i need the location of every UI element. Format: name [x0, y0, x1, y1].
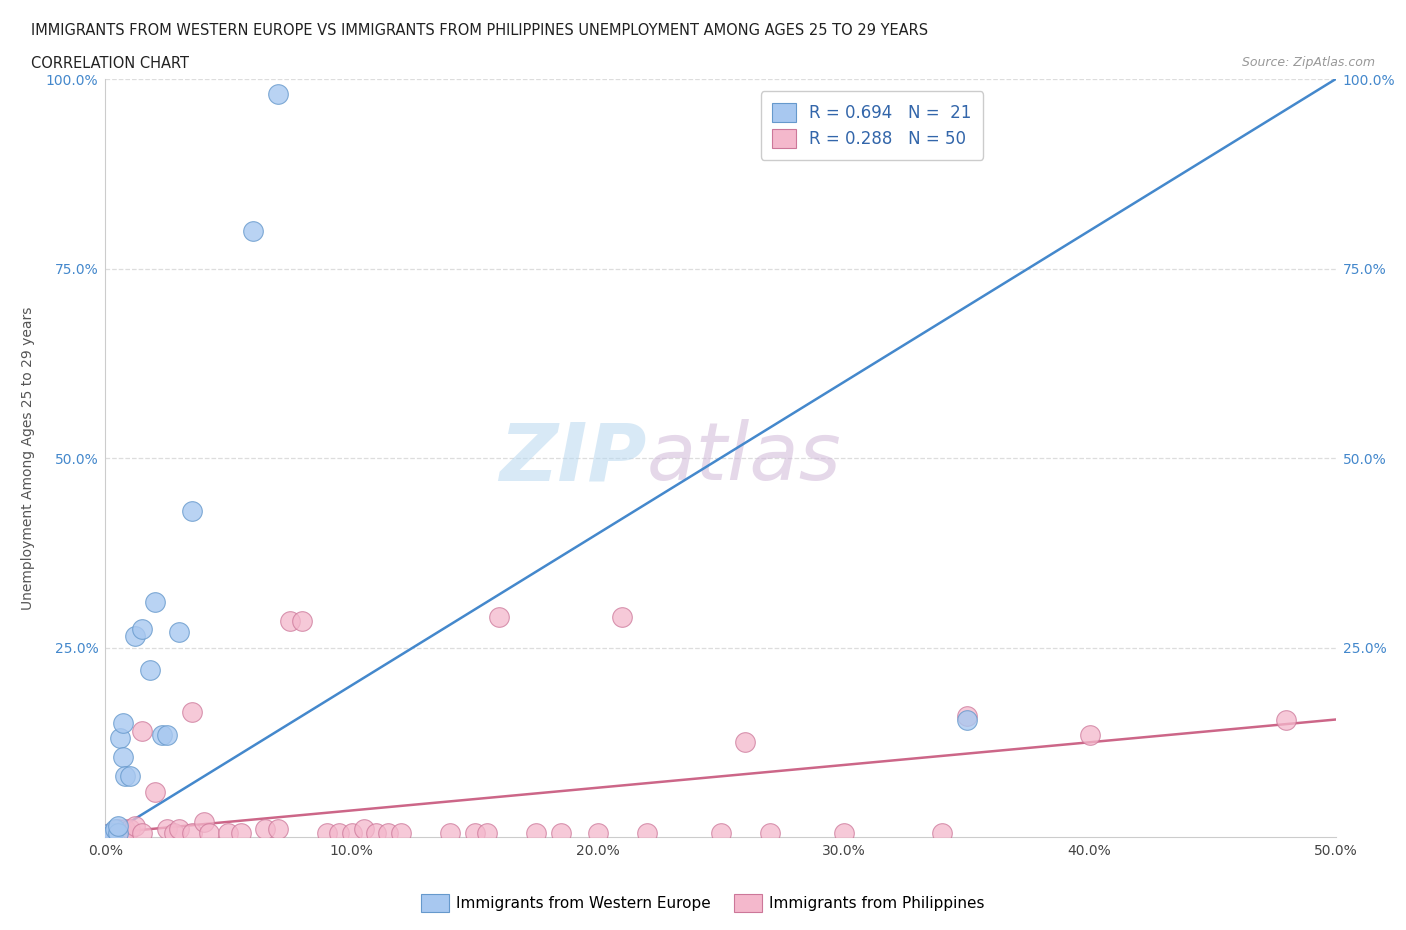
- Point: [267, 822, 290, 837]
- Point: [143, 784, 166, 799]
- Point: [464, 826, 486, 841]
- Text: IMMIGRANTS FROM WESTERN EUROPE VS IMMIGRANTS FROM PHILIPPINES UNEMPLOYMENT AMONG: IMMIGRANTS FROM WESTERN EUROPE VS IMMIGR…: [31, 23, 928, 38]
- Point: [131, 724, 153, 738]
- Point: [107, 826, 129, 841]
- Point: [550, 826, 572, 841]
- Point: [138, 663, 162, 678]
- Point: [180, 826, 202, 841]
- Point: [931, 826, 953, 841]
- Point: [832, 826, 855, 841]
- Point: [389, 826, 412, 841]
- Point: [180, 504, 202, 519]
- Point: [169, 625, 191, 640]
- Point: [120, 769, 141, 784]
- Point: [315, 826, 337, 841]
- Point: [366, 826, 388, 841]
- Point: [242, 223, 264, 238]
- Point: [114, 769, 136, 784]
- Text: ZIP: ZIP: [499, 419, 647, 497]
- Point: [353, 822, 375, 837]
- Legend: Immigrants from Western Europe, Immigrants from Philippines: Immigrants from Western Europe, Immigran…: [415, 888, 991, 918]
- Point: [956, 709, 979, 724]
- Point: [1078, 727, 1101, 742]
- Point: [163, 826, 186, 841]
- Point: [759, 826, 782, 841]
- Point: [104, 822, 127, 837]
- Point: [150, 727, 173, 742]
- Point: [107, 826, 129, 841]
- Point: [734, 735, 756, 750]
- Point: [98, 826, 122, 841]
- Point: [110, 731, 132, 746]
- Point: [169, 822, 191, 837]
- Point: [291, 614, 314, 629]
- Point: [111, 716, 134, 731]
- Point: [524, 826, 547, 841]
- Text: CORRELATION CHART: CORRELATION CHART: [31, 56, 188, 71]
- Point: [107, 818, 129, 833]
- Text: atlas: atlas: [647, 419, 842, 497]
- Point: [156, 727, 179, 742]
- Point: [229, 826, 252, 841]
- Point: [218, 826, 240, 841]
- Point: [636, 826, 658, 841]
- Point: [156, 822, 179, 837]
- Point: [104, 826, 127, 841]
- Point: [124, 818, 146, 833]
- Text: Source: ZipAtlas.com: Source: ZipAtlas.com: [1241, 56, 1375, 69]
- Point: [278, 614, 301, 629]
- Point: [328, 826, 350, 841]
- Point: [124, 629, 146, 644]
- Point: [111, 826, 134, 841]
- Point: [180, 705, 202, 720]
- Point: [377, 826, 399, 841]
- Point: [143, 594, 166, 609]
- Legend: R = 0.694   N =  21, R = 0.288   N = 50: R = 0.694 N = 21, R = 0.288 N = 50: [761, 91, 983, 160]
- Point: [1275, 712, 1298, 727]
- Point: [710, 826, 733, 841]
- Point: [98, 826, 122, 841]
- Point: [101, 826, 124, 841]
- Point: [111, 750, 134, 764]
- Point: [956, 712, 979, 727]
- Point: [110, 826, 132, 841]
- Point: [107, 822, 129, 837]
- Point: [120, 822, 141, 837]
- Point: [114, 822, 136, 837]
- Point: [131, 826, 153, 841]
- Point: [131, 621, 153, 636]
- Point: [475, 826, 498, 841]
- Point: [101, 826, 124, 841]
- Point: [340, 826, 363, 841]
- Point: [488, 610, 510, 625]
- Point: [267, 86, 290, 101]
- Point: [439, 826, 461, 841]
- Point: [197, 826, 221, 841]
- Point: [586, 826, 609, 841]
- Y-axis label: Unemployment Among Ages 25 to 29 years: Unemployment Among Ages 25 to 29 years: [21, 306, 35, 610]
- Point: [610, 610, 633, 625]
- Point: [193, 815, 215, 830]
- Point: [254, 822, 277, 837]
